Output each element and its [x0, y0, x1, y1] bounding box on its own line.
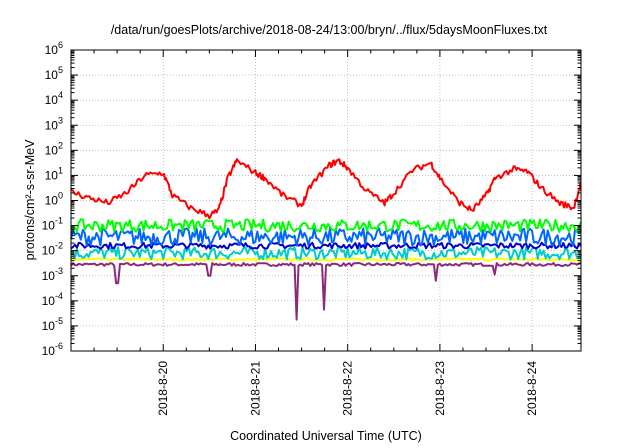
chart-title: /data/run/goesPlots/archive/2018-08-24/1…	[111, 23, 548, 37]
series-line	[70, 257, 582, 262]
y-tick-label: 103	[45, 115, 63, 132]
y-tick-label: 10-2	[42, 241, 63, 258]
y-tick-label: 10-5	[42, 316, 63, 333]
y-tick-label: 106	[45, 40, 63, 57]
x-axis-label: Coordinated Universal Time (UTC)	[230, 429, 422, 443]
y-tick-label: 105	[45, 65, 63, 82]
y-tick-label: 102	[45, 140, 63, 157]
x-tick-label: 2018-8-23	[433, 361, 447, 416]
grid-lines	[71, 50, 581, 351]
series-line	[70, 245, 582, 261]
x-tick-label: 2018-8-20	[156, 361, 170, 416]
y-tick-label: 101	[45, 165, 63, 182]
y-tick-label: 10-4	[42, 291, 63, 308]
series-line	[70, 158, 582, 220]
series-lines	[70, 158, 582, 321]
x-axis-ticks: 2018-8-20 2018-8-21 2018-8-22 2018-8-23 2018…	[93, 50, 539, 416]
y-tick-label: 100	[45, 191, 63, 208]
y-axis-ticks: 10-6 10-5 10-4 10-3 10-2 10-1 100 101 102 103 104 1…	[42, 40, 581, 358]
x-tick-label: 2018-8-22	[341, 361, 355, 416]
y-tick-label: 104	[45, 90, 63, 107]
series-line	[70, 262, 582, 321]
series-line	[70, 227, 582, 247]
y-tick-label: 10-3	[42, 266, 63, 283]
x-tick-label: 2018-8-21	[248, 361, 262, 416]
series-line	[70, 218, 582, 233]
y-tick-label: 10-6	[42, 341, 63, 358]
x-tick-label: 2018-8-24	[525, 361, 539, 416]
y-axis-label: protons/cm²-s-sr-MeV	[23, 139, 37, 261]
y-tick-label: 10-1	[42, 216, 63, 233]
